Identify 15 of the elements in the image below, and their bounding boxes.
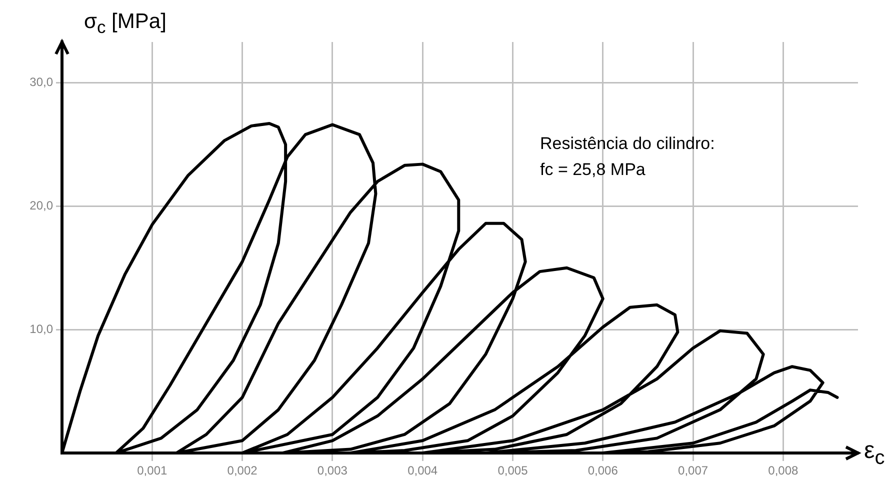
y-axis-title: σ$_{c}$ [MPa]	[84, 10, 166, 38]
x-tick-label: 0,001	[137, 464, 168, 478]
x-tick-label: 0,006	[588, 464, 618, 478]
x-tick-label: 0,002	[227, 464, 258, 478]
x-axis-title: ε$_{c}$	[864, 437, 885, 470]
annotation: fc = 25,8 MPa	[540, 160, 646, 180]
y-tick-label: 30,0	[30, 75, 54, 90]
y-tick-label: 20,0	[30, 198, 54, 212]
x-tick-label: 0,007	[678, 464, 708, 478]
x-tick-label: 0,008	[768, 464, 799, 478]
y-tick-label: 10,0	[30, 322, 54, 336]
x-tick-label: 0,004	[408, 464, 438, 478]
x-tick-label: 0,003	[317, 464, 348, 478]
annotation: Resistência do cilindro:	[540, 134, 715, 154]
x-tick-label: 0,005	[498, 464, 528, 478]
